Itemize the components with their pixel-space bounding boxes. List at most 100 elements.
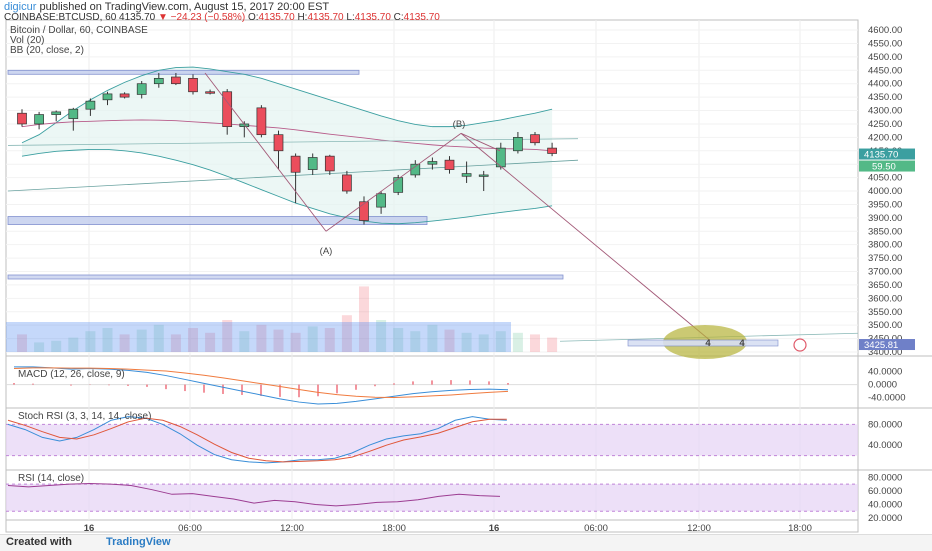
time-tick: 16 — [84, 523, 95, 534]
macd-legend[interactable]: MACD (12, 26, close, 9) — [18, 369, 125, 380]
time-tick: 06:00 — [178, 523, 202, 534]
candle-body — [359, 201, 369, 221]
candle-body — [188, 77, 198, 93]
price-tick: 3400.00 — [868, 347, 902, 358]
price-tick: 3650.00 — [868, 280, 902, 291]
volume-bar — [410, 331, 421, 352]
candle-body — [307, 157, 318, 170]
publish-line: digicur published on TradingView.com, Au… — [4, 1, 329, 13]
price-tick: 4600.00 — [868, 25, 902, 36]
candle-body — [427, 161, 438, 165]
volume-bar — [393, 328, 404, 352]
price-change: ▼ −24.23 (−0.58%) — [157, 12, 246, 23]
candle-body — [17, 112, 27, 125]
candle-body — [85, 100, 96, 110]
price-tick: 4500.00 — [868, 52, 902, 63]
wave-segment — [460, 132, 501, 152]
volume-bar — [34, 342, 45, 352]
volume-bar — [119, 334, 130, 352]
bb-fill — [22, 67, 553, 224]
rsi-tick: 40.0000 — [868, 499, 902, 510]
stoch-tick: 80.0000 — [868, 419, 902, 430]
volume-bar — [136, 329, 147, 352]
volume-bar — [341, 315, 352, 352]
candle-body — [119, 93, 130, 98]
volume-bar — [512, 332, 523, 352]
time-tick: 12:00 — [280, 523, 304, 534]
tradingview-logo[interactable]: TradingView — [106, 536, 171, 548]
volume-bar — [359, 286, 369, 352]
volume-bar — [102, 328, 113, 352]
open-value: 4135.70 — [258, 12, 295, 23]
bb-upper-line — [21, 66, 553, 144]
price-tick: 4400.00 — [868, 79, 902, 90]
signal-line — [13, 367, 509, 399]
candle-body — [153, 77, 164, 85]
volume-bar — [239, 331, 250, 352]
stoch-d-line — [7, 417, 507, 463]
volume-bar — [307, 326, 318, 352]
price-tick: 3800.00 — [868, 240, 902, 251]
candle-body — [205, 91, 215, 94]
price-tick: 3950.00 — [868, 199, 902, 210]
price-tick: 3900.00 — [868, 213, 902, 224]
volume-bar — [68, 337, 79, 352]
candle-body — [273, 134, 284, 152]
wave-label-b: (B) — [453, 119, 466, 130]
price-tick: 3750.00 — [868, 253, 902, 264]
macd-tick: -40.0000 — [868, 393, 906, 404]
volume-bar — [273, 329, 284, 352]
rsi-line — [7, 482, 501, 507]
rsi-tick: 80.0000 — [868, 472, 902, 483]
time-tick: 16 — [489, 523, 500, 534]
volume-bar — [427, 324, 438, 352]
zone-resistance — [7, 69, 360, 75]
price-tick: 3850.00 — [868, 226, 902, 237]
channel-upper-line — [7, 138, 579, 146]
price-tick: 4450.00 — [868, 65, 902, 76]
candle-body — [444, 159, 455, 170]
volume-bar — [324, 328, 335, 352]
price-tick: 4050.00 — [868, 173, 902, 184]
bb-legend[interactable]: BB (20, close, 2) — [10, 45, 84, 56]
candle-body — [34, 114, 44, 125]
volume-ma-area — [6, 322, 511, 352]
candle-body — [393, 177, 404, 193]
candle-body — [290, 155, 301, 173]
target-price-tag: 3425.81 — [864, 340, 898, 351]
bb-price-tag: 59.50 — [872, 162, 896, 173]
volume-bar — [495, 331, 506, 352]
candle-body — [136, 83, 147, 95]
volume-bar — [478, 334, 489, 352]
candle-body — [376, 193, 386, 208]
last-price-tag-bg — [859, 148, 915, 160]
volume-bar — [85, 331, 96, 352]
price-tick: 3500.00 — [868, 320, 902, 331]
volume-bar — [376, 320, 387, 352]
projection-badge-2: 4 — [739, 338, 745, 349]
volume-bar — [256, 324, 267, 352]
close-label: C: — [393, 12, 404, 23]
volume-legend[interactable]: Vol (20) — [10, 35, 45, 46]
candle-body — [51, 111, 62, 115]
rsi-legend[interactable]: RSI (14, close) — [18, 473, 85, 484]
time-tick: 18:00 — [382, 523, 406, 534]
main-legend[interactable]: Bitcoin / Dollar, 60, COINBASE — [10, 25, 148, 36]
candle-body — [222, 91, 233, 127]
candle-body — [530, 134, 540, 144]
candle-body — [410, 163, 421, 176]
last-price-tag: 4135.70 — [864, 150, 898, 161]
wave-segment — [204, 72, 327, 232]
candle-body — [461, 173, 472, 177]
stoch-legend[interactable]: Stoch RSI (3, 3, 14, 14, close) — [18, 411, 152, 422]
footer: Created with TradingView — [0, 534, 932, 551]
price-tick: 4250.00 — [868, 119, 902, 130]
footer-created: Created with — [6, 536, 73, 548]
publisher-name[interactable]: digicur — [4, 1, 37, 13]
projection-badge-1: 4 — [705, 338, 711, 349]
stoch-tick: 40.0000 — [868, 440, 902, 451]
flag-icon — [793, 338, 807, 352]
bb-lower-line — [21, 148, 553, 225]
candle-body — [324, 155, 335, 172]
open-label: O: — [247, 12, 259, 23]
